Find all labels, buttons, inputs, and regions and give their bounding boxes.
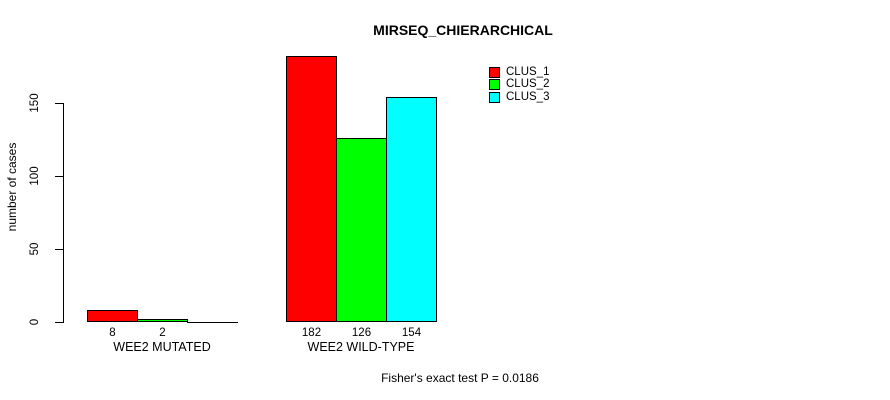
x-category-label: WEE2 WILD-TYPE bbox=[307, 340, 415, 354]
bar-clus_3-group2 bbox=[386, 97, 437, 322]
legend-swatch-icon bbox=[489, 91, 500, 103]
y-tick-mark bbox=[55, 249, 63, 250]
bar-clus_2-group1 bbox=[137, 319, 188, 322]
y-tick-mark bbox=[55, 103, 63, 104]
legend-item-label: CLUS_2 bbox=[506, 78, 550, 91]
bar-clus_1-group1 bbox=[87, 310, 138, 322]
bar-value-label: 126 bbox=[351, 327, 372, 339]
bar-value-label: 182 bbox=[301, 327, 322, 339]
y-tick-label: 100 bbox=[29, 166, 41, 186]
bar-zero-clus_3-group1 bbox=[187, 322, 238, 323]
bar-value-label: 154 bbox=[401, 327, 422, 339]
y-tick-label: 50 bbox=[29, 242, 41, 256]
legend-item-clus_2: CLUS_2 bbox=[489, 79, 549, 92]
y-axis-line bbox=[63, 103, 64, 323]
y-tick-label: 0 bbox=[29, 318, 41, 326]
bar-value-label: 8 bbox=[109, 327, 116, 339]
x-category-label: WEE2 MUTATED bbox=[113, 340, 211, 354]
bar-clus_2-group2 bbox=[336, 138, 387, 322]
legend-item-clus_1: CLUS_1 bbox=[489, 66, 549, 79]
y-tick-label: 150 bbox=[29, 93, 41, 113]
legend: CLUS_1 CLUS_2 CLUS_3 bbox=[489, 66, 549, 104]
legend-item-label: CLUS_3 bbox=[506, 90, 550, 103]
y-tick-mark bbox=[55, 322, 63, 323]
legend-item-clus_3: CLUS_3 bbox=[489, 91, 549, 104]
legend-item-label: CLUS_1 bbox=[506, 65, 550, 78]
y-axis-title: number of cases bbox=[5, 142, 19, 232]
legend-swatch-icon bbox=[489, 66, 500, 78]
bar-clus_1-group2 bbox=[286, 56, 337, 322]
legend-swatch-icon bbox=[489, 79, 500, 91]
stat-annotation: Fisher's exact test P = 0.0186 bbox=[381, 371, 539, 385]
chart-title: MIRSEQ_CHIERARCHICAL bbox=[373, 22, 553, 38]
y-tick-mark bbox=[55, 176, 63, 177]
bar-value-label: 2 bbox=[159, 327, 166, 339]
